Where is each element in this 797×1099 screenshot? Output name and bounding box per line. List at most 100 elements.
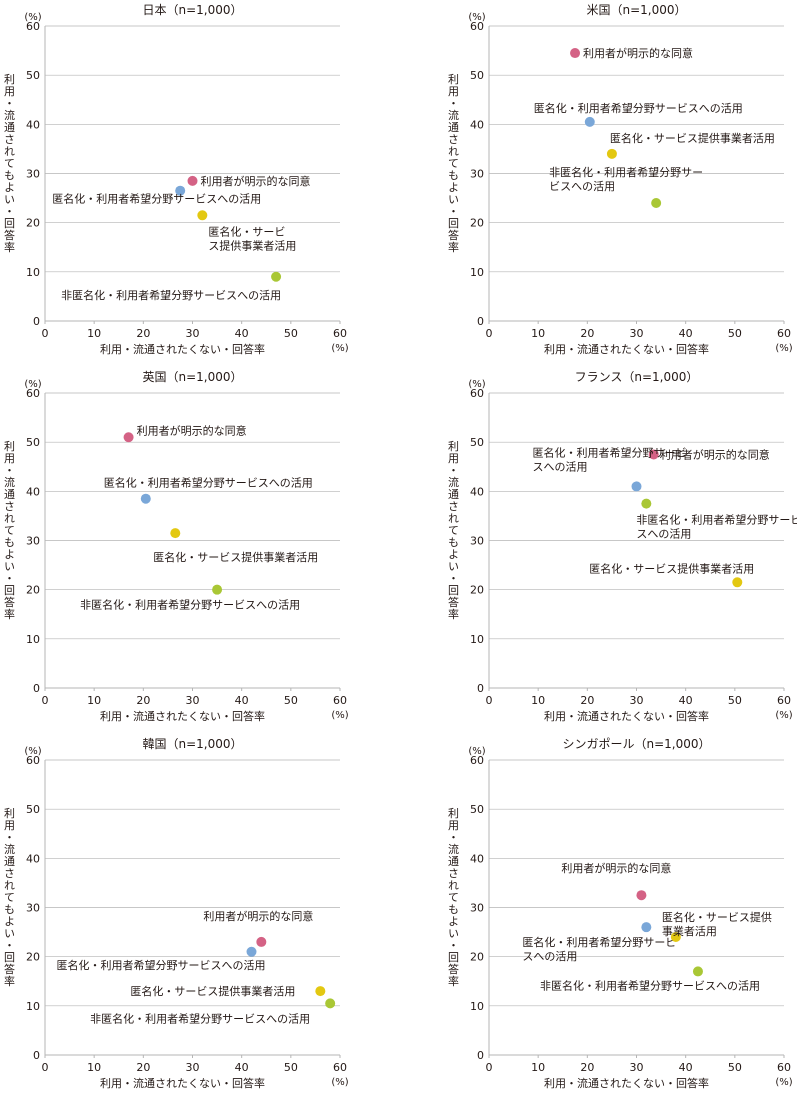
data-label-anon_provider: 匿名化・サービス提供事業者活用 (208, 224, 296, 252)
x-tick-label: 30 (186, 1061, 200, 1074)
chart-title: 日本（n=1,000） (142, 3, 242, 17)
x-tick-label: 30 (186, 327, 200, 340)
y-tick-label: 20 (470, 951, 484, 964)
y-tick-label: 30 (26, 168, 40, 181)
x-tick-label: 30 (630, 327, 644, 340)
data-label-anon_hope: 匿名化・利用者希望分野サービスへの活用 (522, 935, 676, 963)
x-tick-label: 40 (679, 1061, 693, 1074)
y-tick-label: 50 (470, 436, 484, 449)
x-tick-label: 20 (580, 1061, 594, 1074)
data-label-nonanon_hope: 非匿名化・利用者希望分野サービスへの活用 (549, 165, 703, 193)
x-tick-label: 60 (333, 1061, 347, 1074)
data-label-consent: 利用者が明示的な同意 (583, 46, 693, 60)
y-tick-label: 20 (26, 217, 40, 230)
data-point-nonanon_hope (651, 198, 661, 208)
y-unit-label: (%) (24, 12, 41, 23)
chart-title: 韓国（n=1,000） (142, 737, 242, 751)
data-label-anon_provider: 匿名化・サービス提供事業者活用 (662, 910, 772, 938)
x-tick-label: 10 (87, 694, 101, 707)
data-label-nonanon_hope: 非匿名化・利用者希望分野サービスへの活用 (80, 598, 300, 612)
x-tick-label: 10 (531, 694, 545, 707)
y-tick-label: 0 (33, 1049, 40, 1062)
chart-title: 英国（n=1,000） (142, 370, 242, 384)
x-tick-label: 40 (679, 694, 693, 707)
y-axis-label: 利用・流通されてもよい・回答率 (447, 73, 460, 253)
x-tick-label: 50 (728, 694, 742, 707)
y-tick-label: 10 (26, 1000, 40, 1013)
x-axis-label: 利用・流通されたくない・回答率 (544, 1076, 709, 1090)
data-label-nonanon_hope: 非匿名化・利用者希望分野サービスへの活用 (61, 288, 281, 302)
y-unit-label: (%) (468, 746, 485, 757)
y-tick-label: 50 (26, 69, 40, 82)
data-point-nonanon_hope (271, 272, 281, 282)
y-tick-label: 10 (470, 633, 484, 646)
y-tick-label: 30 (470, 168, 484, 181)
data-point-consent (570, 48, 580, 58)
data-point-anon_provider (197, 210, 207, 220)
x-axis-label: 利用・流通されたくない・回答率 (100, 709, 265, 723)
x-tick-label: 30 (630, 694, 644, 707)
x-tick-label: 60 (777, 1061, 791, 1074)
y-tick-label: 50 (26, 436, 40, 449)
x-unit-label: (%) (775, 343, 792, 354)
y-tick-label: 30 (470, 902, 484, 915)
y-tick-label: 10 (470, 1000, 484, 1013)
data-point-anon_hope (141, 494, 151, 504)
y-tick-label: 50 (470, 69, 484, 82)
x-tick-label: 50 (284, 694, 298, 707)
y-axis-label: 利用・流通されてもよい・回答率 (3, 440, 16, 620)
data-point-anon_provider (732, 577, 742, 587)
x-axis-label: 利用・流通されたくない・回答率 (544, 342, 709, 356)
y-tick-label: 20 (26, 584, 40, 597)
y-tick-label: 40 (470, 485, 484, 498)
x-tick-label: 20 (136, 1061, 150, 1074)
x-tick-label: 60 (333, 694, 347, 707)
y-axis-label: 利用・流通されてもよい・回答率 (3, 807, 16, 987)
data-label-consent: 利用者が明示的な同意 (561, 861, 671, 875)
x-tick-label: 60 (333, 327, 347, 340)
y-tick-label: 30 (26, 902, 40, 915)
y-tick-label: 20 (26, 951, 40, 964)
y-tick-label: 0 (477, 1049, 484, 1062)
x-tick-label: 0 (486, 327, 493, 340)
y-tick-label: 50 (470, 803, 484, 816)
x-tick-label: 40 (235, 1061, 249, 1074)
x-axis-label: 利用・流通されたくない・回答率 (100, 342, 265, 356)
y-axis-label: 利用・流通されてもよい・回答率 (447, 807, 460, 987)
y-tick-label: 30 (470, 535, 484, 548)
y-tick-label: 40 (26, 118, 40, 131)
x-tick-label: 10 (87, 327, 101, 340)
x-unit-label: (%) (331, 1077, 348, 1088)
y-tick-label: 20 (470, 217, 484, 230)
data-point-anon_hope (632, 481, 642, 491)
data-point-nonanon_hope (641, 499, 651, 509)
chart-title: シンガポール（n=1,000） (562, 737, 710, 751)
y-unit-label: (%) (468, 379, 485, 390)
y-tick-label: 0 (33, 315, 40, 328)
x-tick-label: 10 (87, 1061, 101, 1074)
x-tick-label: 20 (136, 694, 150, 707)
y-tick-label: 40 (470, 118, 484, 131)
x-tick-label: 50 (284, 1061, 298, 1074)
data-point-anon_hope (641, 922, 651, 932)
x-unit-label: (%) (775, 710, 792, 721)
y-tick-label: 10 (26, 633, 40, 646)
data-label-consent: 利用者が明示的な同意 (137, 423, 247, 437)
y-tick-label: 40 (26, 852, 40, 865)
y-unit-label: (%) (468, 12, 485, 23)
data-point-anon_provider (315, 986, 325, 996)
x-tick-label: 30 (186, 694, 200, 707)
data-point-nonanon_hope (325, 998, 335, 1008)
y-tick-label: 0 (477, 315, 484, 328)
y-tick-label: 10 (470, 266, 484, 279)
y-tick-label: 50 (26, 803, 40, 816)
x-tick-label: 50 (728, 327, 742, 340)
x-tick-label: 40 (235, 694, 249, 707)
data-point-consent (256, 937, 266, 947)
x-tick-label: 20 (136, 327, 150, 340)
y-unit-label: (%) (24, 746, 41, 757)
